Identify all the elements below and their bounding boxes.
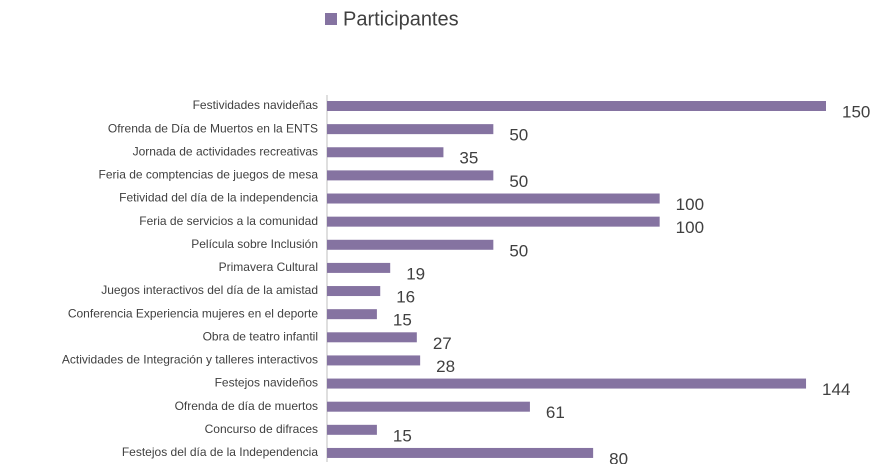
y-tick-label: Festividades navideñas xyxy=(193,98,318,112)
y-tick-label: Feria de servicios a la comunidad xyxy=(139,214,318,228)
y-tick-label: Concurso de difraces xyxy=(205,422,318,436)
bar xyxy=(327,447,594,458)
y-tick-label: Actividades de Integración y talleres in… xyxy=(62,353,318,367)
data-label: 19 xyxy=(406,264,425,283)
bar xyxy=(327,401,530,412)
bar xyxy=(327,170,494,181)
data-label: 15 xyxy=(393,311,412,330)
data-label: 50 xyxy=(509,241,528,260)
legend-label: Participantes xyxy=(343,8,459,30)
bar xyxy=(327,101,826,111)
bar xyxy=(327,355,421,366)
data-label: 28 xyxy=(436,357,455,376)
data-label: 144 xyxy=(822,380,850,399)
data-label: 50 xyxy=(509,172,528,191)
y-tick-label: Película sobre Inclusión xyxy=(191,237,318,251)
y-tick-label: Obra de teatro infantil xyxy=(203,329,318,343)
data-label: 100 xyxy=(676,218,704,237)
data-label: 15 xyxy=(393,426,412,445)
bar xyxy=(327,378,807,389)
bar xyxy=(327,239,494,250)
data-label: 50 xyxy=(509,126,528,145)
data-label: 27 xyxy=(433,334,452,353)
data-label: 16 xyxy=(396,288,415,307)
y-tick-label: Feria de comptencias de juegos de mesa xyxy=(99,168,319,182)
y-tick-label: Conferencia Experiencia mujeres en el de… xyxy=(68,306,318,320)
bar xyxy=(327,309,377,320)
bar xyxy=(327,216,660,227)
data-label: 61 xyxy=(546,403,565,422)
bar xyxy=(327,193,660,204)
y-tick-label: Festejos del día de la Independencia xyxy=(122,445,318,459)
data-label: 100 xyxy=(676,195,704,214)
y-tick-label: Primavera Cultural xyxy=(219,260,318,274)
bar xyxy=(327,124,494,135)
data-label: 35 xyxy=(459,149,478,168)
data-label: 150 xyxy=(842,102,870,121)
bar xyxy=(327,332,417,343)
bar xyxy=(327,424,377,435)
bar xyxy=(327,286,381,297)
y-tick-label: Juegos interactivos del día de la amista… xyxy=(101,283,318,297)
y-tick-label: Festejos navideños xyxy=(215,376,318,390)
bar xyxy=(327,262,391,273)
y-tick-label: Ofrenda de Día de Muertos en la ENTS xyxy=(108,121,318,135)
bar xyxy=(327,147,444,158)
y-tick-label: Ofrenda de día de muertos xyxy=(175,399,318,413)
data-label: 80 xyxy=(609,449,628,464)
legend-swatch xyxy=(325,13,337,25)
y-tick-label: Fetividad del día de la independencia xyxy=(119,191,318,205)
y-tick-label: Jornada de actividades recreativas xyxy=(133,144,318,158)
